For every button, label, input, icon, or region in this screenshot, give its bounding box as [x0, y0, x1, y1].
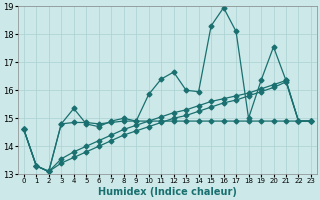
X-axis label: Humidex (Indice chaleur): Humidex (Indice chaleur) [98, 187, 237, 197]
